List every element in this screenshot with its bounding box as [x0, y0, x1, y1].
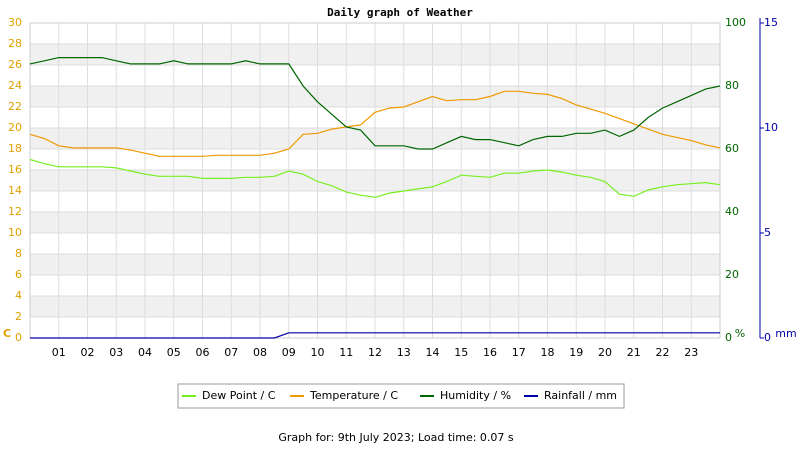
x-tick-label: 21: [627, 346, 641, 359]
legend-label: Temperature / C: [309, 389, 398, 402]
y-axis-unit: C: [3, 327, 11, 340]
y3-tick-label: 0: [764, 331, 771, 344]
x-tick-label: 01: [52, 346, 66, 359]
x-tick-label: 13: [397, 346, 411, 359]
y-tick-label: 10: [8, 226, 22, 239]
y-tick-label: 20: [8, 121, 22, 134]
x-tick-label: 17: [512, 346, 526, 359]
x-tick-label: 20: [598, 346, 612, 359]
y2-tick-label: 20: [725, 268, 739, 281]
y-tick-label: 12: [8, 205, 22, 218]
legend-label: Humidity / %: [440, 389, 511, 402]
legend-box: [177, 383, 625, 409]
series-line: [29, 90, 721, 157]
y-tick-label: 30: [8, 16, 22, 29]
x-tick-label: 23: [684, 346, 698, 359]
y-tick-label: 8: [15, 247, 22, 260]
x-tick-label: 19: [569, 346, 583, 359]
x-tick-label: 08: [253, 346, 267, 359]
y2-tick-label: 0: [725, 331, 732, 344]
x-tick-label: 12: [368, 346, 382, 359]
y3-tick-label: 15: [764, 16, 778, 29]
chart-title: Daily graph of Weather: [327, 6, 473, 19]
x-tick-label: 16: [483, 346, 497, 359]
x-tick-label: 11: [339, 346, 353, 359]
x-tick-label: 09: [282, 346, 296, 359]
y-tick-label: 2: [15, 310, 22, 323]
series-line: [30, 332, 720, 339]
y3-axis-unit: mm: [775, 327, 796, 340]
y-tick-label: 24: [8, 79, 22, 92]
x-tick-label: 14: [426, 346, 440, 359]
y-tick-label: 0: [15, 331, 22, 344]
y-tick-label: 4: [15, 289, 22, 302]
y-tick-label: 14: [8, 184, 22, 197]
x-tick-label: 07: [224, 346, 238, 359]
y-tick-label: 28: [8, 37, 22, 50]
y2-tick-label: 80: [725, 79, 739, 92]
x-tick-label: 15: [454, 346, 468, 359]
x-tick-label: 05: [167, 346, 181, 359]
series-line: [29, 158, 721, 198]
legend-label: Rainfall / mm: [544, 389, 617, 402]
y-tick-label: 16: [8, 163, 22, 176]
x-tick-label: 03: [109, 346, 123, 359]
legend-label: Dew Point / C: [202, 389, 276, 402]
y-tick-label: 18: [8, 142, 22, 155]
y2-tick-label: 60: [725, 142, 739, 155]
y2-tick-label: 100: [725, 16, 746, 29]
x-tick-label: 06: [196, 346, 210, 359]
y2-tick-label: 40: [725, 205, 739, 218]
y2-axis-unit: %: [735, 327, 745, 340]
x-tick-label: 10: [311, 346, 325, 359]
x-tick-label: 02: [81, 346, 95, 359]
x-tick-label: 18: [541, 346, 555, 359]
plot-border: [29, 22, 721, 339]
y3-tick-label: 10: [764, 121, 778, 134]
footer: Graph for: 9th July 2023; Load time: 0.0…: [278, 431, 514, 444]
series-line: [29, 57, 721, 150]
y-tick-label: 6: [15, 268, 22, 281]
x-tick-label: 04: [138, 346, 152, 359]
x-tick-label: 22: [656, 346, 670, 359]
y3-tick-label: 5: [764, 226, 771, 239]
y-tick-label: 22: [8, 100, 22, 113]
y-tick-label: 26: [8, 58, 22, 71]
